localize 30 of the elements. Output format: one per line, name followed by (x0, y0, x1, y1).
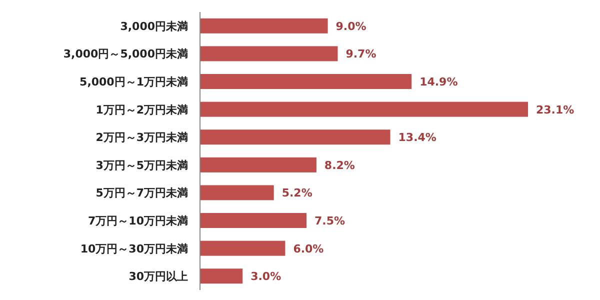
bar (200, 185, 274, 200)
data-label: 3.0% (250, 270, 282, 284)
data-label: 23.1% (536, 103, 574, 116)
data-label: 6.0% (293, 242, 324, 256)
y-tick-label: 3,000円未満 (120, 20, 188, 33)
y-tick-label: 5万円～7万円未満 (96, 186, 188, 200)
y-tick-label: 3万円～5万円未満 (96, 158, 188, 172)
bar (200, 18, 328, 34)
y-tick-label: 10万円～30万円未満 (80, 242, 188, 256)
y-tick-label: 7万円～10万円未満 (88, 214, 188, 228)
data-label: 13.4% (398, 131, 436, 144)
bar (200, 213, 306, 228)
y-tick-label: 5,000円～1万円未満 (80, 76, 188, 88)
y-tick-label: 3,000円～5,000円未満 (63, 48, 188, 61)
y-tick-label: 2万円～3万円未満 (96, 131, 188, 144)
data-label: 9.7% (346, 48, 376, 61)
bar (200, 157, 316, 172)
y-tick-label: 1万円～2万円未満 (96, 103, 188, 116)
data-label: 14.9% (420, 76, 458, 88)
data-label: 5.2% (282, 186, 312, 200)
data-label: 9.0% (336, 20, 366, 33)
bar (200, 268, 243, 284)
data-label: 8.2% (324, 158, 355, 172)
bar (200, 130, 390, 145)
data-label: 7.5% (314, 214, 346, 228)
bar (200, 102, 528, 117)
bar (200, 74, 412, 89)
bar (200, 46, 338, 62)
y-tick-label: 30万円以上 (128, 270, 188, 284)
bar (200, 240, 286, 256)
